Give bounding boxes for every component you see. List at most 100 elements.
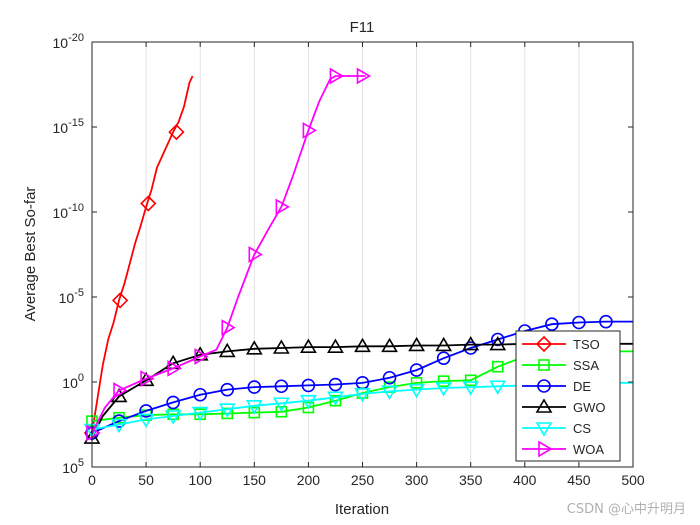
data-point	[329, 67, 345, 85]
data-point	[167, 360, 182, 377]
y-tick-label: 100	[62, 372, 84, 391]
data-point	[139, 404, 153, 418]
x-tick-label: 300	[405, 472, 429, 488]
data-point	[545, 317, 559, 332]
data-point	[301, 378, 316, 393]
data-point	[168, 123, 185, 141]
legend-label: TSO	[573, 337, 600, 352]
y-tick-label: 10-20	[53, 32, 84, 51]
x-tick-label: 100	[189, 472, 213, 488]
data-point	[408, 383, 425, 399]
data-point	[437, 375, 450, 387]
data-point	[110, 418, 128, 434]
data-point	[275, 405, 288, 418]
legend-entry: CS	[522, 421, 591, 437]
data-point	[462, 336, 480, 351]
data-point	[572, 315, 586, 330]
x-axis: 0 50 100 150 200 250 300 350 400 450 500	[88, 42, 645, 488]
data-point	[300, 338, 317, 353]
data-point	[436, 351, 451, 366]
data-point	[327, 338, 344, 353]
data-point	[599, 314, 613, 329]
data-point	[435, 336, 453, 352]
data-point	[537, 379, 551, 393]
legend: TSO SSA DE GWO CS WOA	[515, 330, 621, 462]
data-point	[220, 382, 235, 397]
x-tick-label: 0	[88, 472, 96, 488]
legend-label: WOA	[573, 442, 604, 457]
data-point	[137, 413, 155, 428]
legend-entry: SSA	[522, 358, 599, 373]
data-point	[302, 122, 317, 139]
data-point	[302, 401, 315, 414]
x-tick-label: 50	[138, 472, 154, 488]
data-point	[354, 388, 371, 403]
data-point	[408, 336, 425, 352]
data-point	[245, 340, 263, 355]
data-point	[191, 406, 209, 422]
x-axis-label: Iteration	[335, 501, 389, 518]
data-point	[193, 387, 207, 402]
data-point	[113, 382, 128, 399]
data-point	[194, 348, 209, 365]
data-point	[274, 379, 289, 394]
x-tick-label: 150	[243, 472, 267, 488]
chart-title: F11	[350, 19, 375, 36]
data-point	[248, 246, 263, 263]
x-tick-label: 400	[513, 472, 537, 488]
legend-entry: TSO	[522, 335, 600, 353]
data-point	[112, 292, 129, 309]
y-tick-label: 10-5	[59, 287, 84, 306]
data-point	[491, 360, 504, 373]
data-point	[218, 403, 236, 418]
y-axis: 105 100 10-5 10-10 10-15 10-20	[53, 32, 633, 476]
y-tick-label: 105	[62, 457, 84, 476]
data-point	[409, 363, 424, 377]
data-point	[381, 337, 398, 353]
y-tick-label: 10-10	[53, 202, 84, 221]
data-point	[272, 339, 290, 354]
legend-entry: GWO	[522, 398, 606, 415]
data-point	[247, 380, 262, 394]
data-point	[489, 380, 507, 395]
legend-entry: WOA	[522, 440, 604, 458]
data-point	[538, 359, 550, 371]
x-tick-label: 200	[297, 472, 321, 488]
data-point	[86, 424, 101, 442]
data-point	[272, 397, 290, 412]
y-axis-label: Average Best So-far	[22, 187, 39, 322]
x-tick-label: 350	[459, 472, 483, 488]
data-point	[382, 370, 397, 385]
y-tick-label: 10-15	[53, 117, 84, 136]
legend-label: CS	[573, 421, 591, 436]
series-woa	[86, 67, 372, 442]
data-point	[164, 410, 182, 425]
data-point	[535, 398, 553, 413]
data-point	[275, 198, 290, 216]
data-point	[245, 399, 263, 415]
legend-label: DE	[573, 379, 591, 394]
data-point	[381, 385, 398, 400]
data-point	[435, 382, 453, 397]
data-point	[535, 335, 553, 353]
legend-label: SSA	[573, 358, 599, 373]
data-point	[166, 395, 180, 410]
data-point	[140, 370, 155, 387]
data-point	[354, 337, 371, 353]
x-tick-label: 450	[567, 472, 591, 488]
data-point	[300, 394, 317, 410]
data-point	[410, 377, 423, 389]
legend-label: GWO	[573, 400, 606, 415]
data-point	[464, 374, 477, 387]
data-point	[538, 440, 553, 458]
x-tick-label: 250	[351, 472, 375, 488]
data-point	[328, 377, 343, 392]
data-point	[535, 422, 553, 437]
legend-box	[515, 330, 621, 462]
data-point	[221, 319, 236, 336]
watermark: CSDN @心中升明月	[566, 502, 686, 517]
data-point	[489, 336, 507, 351]
series-line	[91, 75, 194, 434]
data-point	[327, 391, 344, 406]
